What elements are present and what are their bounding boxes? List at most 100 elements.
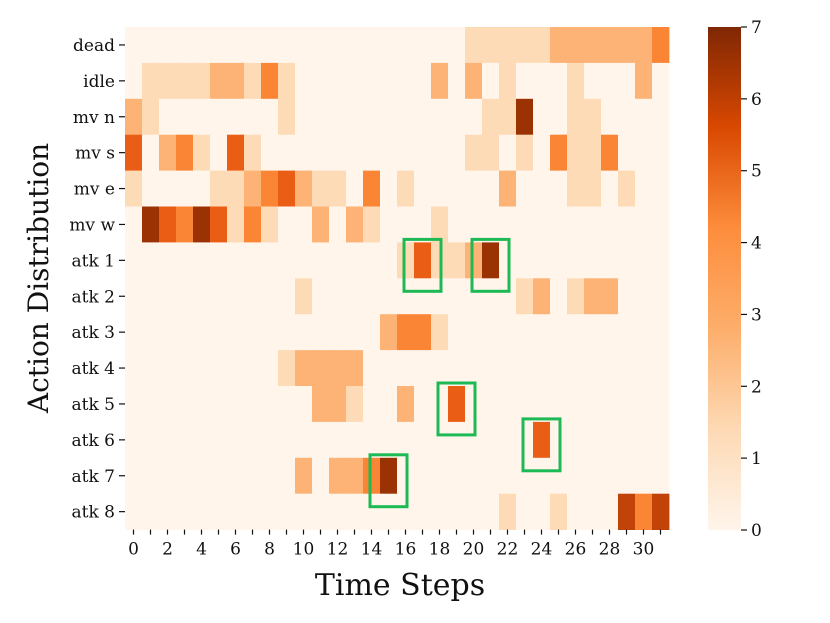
- heatmap-cell: [601, 457, 619, 495]
- heatmap-cell: [635, 98, 653, 136]
- y-tick-label: mv w: [69, 215, 115, 235]
- heatmap-cell: [346, 62, 364, 100]
- heatmap-cell: [482, 170, 500, 207]
- heatmap-cell: [261, 206, 279, 243]
- y-axis-title: Action Distribution: [22, 143, 55, 414]
- heatmap-cell: [516, 457, 534, 495]
- heatmap-cell: [567, 457, 585, 495]
- heatmap-cell: [159, 206, 177, 243]
- heatmap-cell: [601, 493, 619, 530]
- colorbar-tick-label: 6: [751, 90, 762, 110]
- heatmap-cell: [414, 206, 432, 243]
- heatmap-cell: [431, 27, 449, 64]
- heatmap-cell: [448, 278, 466, 315]
- heatmap-cell: [635, 386, 653, 423]
- heatmap-cell: [414, 27, 432, 64]
- heatmap-cell: [533, 421, 551, 459]
- heatmap-cell: [584, 493, 602, 530]
- y-tick-label: mv s: [75, 144, 115, 164]
- heatmap-cell: [227, 206, 245, 243]
- heatmap-cell: [448, 242, 466, 279]
- heatmap-cell: [380, 27, 398, 64]
- heatmap-cell: [380, 170, 398, 207]
- heatmap-cell: [193, 27, 211, 64]
- heatmap-cell: [499, 421, 517, 459]
- heatmap-cell: [448, 98, 466, 136]
- heatmap-cell: [414, 386, 432, 423]
- heatmap-cell: [397, 98, 415, 136]
- heatmap-cell: [652, 206, 670, 243]
- heatmap-cell: [346, 134, 364, 171]
- heatmap-cell: [176, 98, 194, 136]
- heatmap-cell: [363, 278, 381, 315]
- heatmap-cell: [244, 386, 262, 423]
- heatmap-cell: [380, 206, 398, 243]
- heatmap-cell: [210, 278, 228, 315]
- heatmap-cell: [346, 421, 364, 459]
- heatmap-cell: [142, 27, 160, 64]
- heatmap-cell: [176, 314, 194, 351]
- x-tick-label: 30: [633, 540, 655, 560]
- heatmap-cell: [244, 493, 262, 530]
- heatmap-cell: [635, 314, 653, 351]
- heatmap-cell: [652, 242, 670, 279]
- heatmap-cell: [482, 134, 500, 171]
- heatmap-cell: [448, 206, 466, 243]
- heatmap-cell: [278, 62, 296, 100]
- heatmap-cell: [244, 421, 262, 459]
- heatmap-cell: [499, 314, 517, 351]
- heatmap-cells: [125, 27, 670, 530]
- heatmap-cell: [125, 62, 143, 100]
- heatmap-cell: [227, 98, 245, 136]
- heatmap-cell: [261, 314, 279, 351]
- heatmap-cell: [448, 457, 466, 495]
- heatmap-cell: [516, 170, 534, 207]
- heatmap-cell: [533, 278, 551, 315]
- heatmap-cell: [329, 170, 347, 207]
- heatmap-cell: [329, 350, 347, 387]
- heatmap-cell: [482, 350, 500, 387]
- heatmap-cell: [380, 242, 398, 279]
- heatmap-cell: [278, 457, 296, 495]
- heatmap-cell: [380, 386, 398, 423]
- heatmap-cell: [482, 314, 500, 351]
- heatmap-cell: [210, 134, 228, 171]
- heatmap-cell: [499, 206, 517, 243]
- x-tick-label: 24: [531, 540, 553, 560]
- heatmap-cell: [346, 386, 364, 423]
- heatmap-cell: [227, 314, 245, 351]
- heatmap-cell: [635, 27, 653, 64]
- heatmap-cell: [465, 278, 483, 315]
- heatmap-cell: [312, 206, 330, 243]
- heatmap-cell: [227, 278, 245, 315]
- heatmap-cell: [516, 278, 534, 315]
- heatmap-cell: [635, 242, 653, 279]
- colorbar-tick-label: 2: [751, 377, 762, 397]
- heatmap-cell: [363, 206, 381, 243]
- heatmap-cell: [329, 98, 347, 136]
- heatmap-cell: [431, 457, 449, 495]
- heatmap-cell: [550, 386, 568, 423]
- heatmap-cell: [142, 62, 160, 100]
- highlight-box: [402, 237, 443, 293]
- heatmap-cell: [142, 98, 160, 136]
- heatmap-cell: [125, 421, 143, 459]
- heatmap-cell: [176, 206, 194, 243]
- heatmap-cell: [159, 493, 177, 530]
- y-tick-label: idle: [83, 72, 115, 92]
- heatmap-cell: [278, 386, 296, 423]
- heatmap-cell: [482, 27, 500, 64]
- heatmap-cell: [125, 493, 143, 530]
- heatmap-cell: [431, 134, 449, 171]
- heatmap-cell: [210, 314, 228, 351]
- heatmap-cell: [227, 457, 245, 495]
- heatmap-cell: [618, 242, 636, 279]
- heatmap-cell: [584, 206, 602, 243]
- heatmap-cell: [516, 314, 534, 351]
- heatmap-cell: [295, 134, 313, 171]
- heatmap-cell: [618, 314, 636, 351]
- heatmap-cell: [567, 242, 585, 279]
- heatmap-cell: [346, 27, 364, 64]
- heatmap-cell: [380, 278, 398, 315]
- heatmap-cell: [193, 493, 211, 530]
